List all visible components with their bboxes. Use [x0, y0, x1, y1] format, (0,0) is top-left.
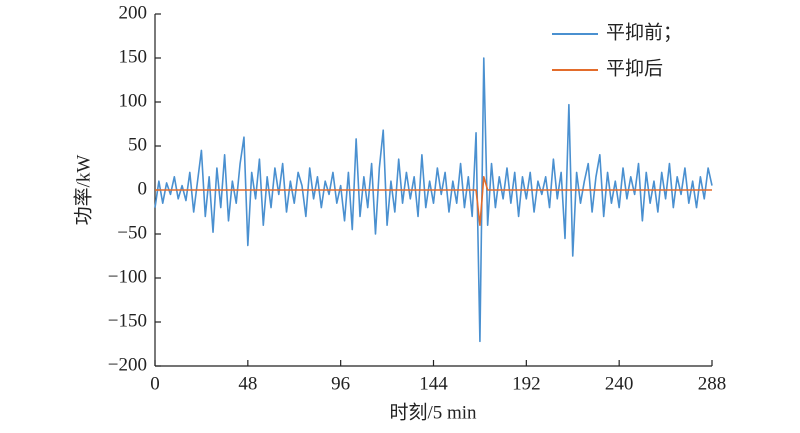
y-tick-label: −100	[108, 266, 147, 287]
y-tick-label: −150	[108, 310, 147, 331]
y-tick-label: 0	[138, 178, 148, 199]
legend-label: 平抑前；	[606, 21, 682, 43]
y-tick-label: 100	[119, 90, 148, 111]
x-tick-label: 240	[605, 373, 634, 394]
y-tick-label: −200	[108, 354, 147, 375]
y-axis-label: 功率/kW	[72, 155, 94, 226]
legend-label: 平抑后	[606, 57, 663, 79]
x-tick-label: 96	[331, 373, 350, 394]
series-line	[154, 57, 713, 343]
x-axis-label: 时刻/5 min	[389, 401, 477, 423]
x-tick-label: 144	[419, 373, 448, 394]
x-tick-label: 48	[238, 373, 257, 394]
y-tick-label: 50	[128, 134, 147, 155]
y-tick-label: −50	[117, 222, 147, 243]
x-tick-label: 192	[512, 373, 541, 394]
series-line	[155, 176, 712, 226]
y-tick-label: 200	[119, 2, 148, 23]
x-tick-label: 0	[150, 373, 160, 394]
x-tick-label: 288	[698, 373, 727, 394]
y-tick-label: 150	[119, 46, 148, 67]
